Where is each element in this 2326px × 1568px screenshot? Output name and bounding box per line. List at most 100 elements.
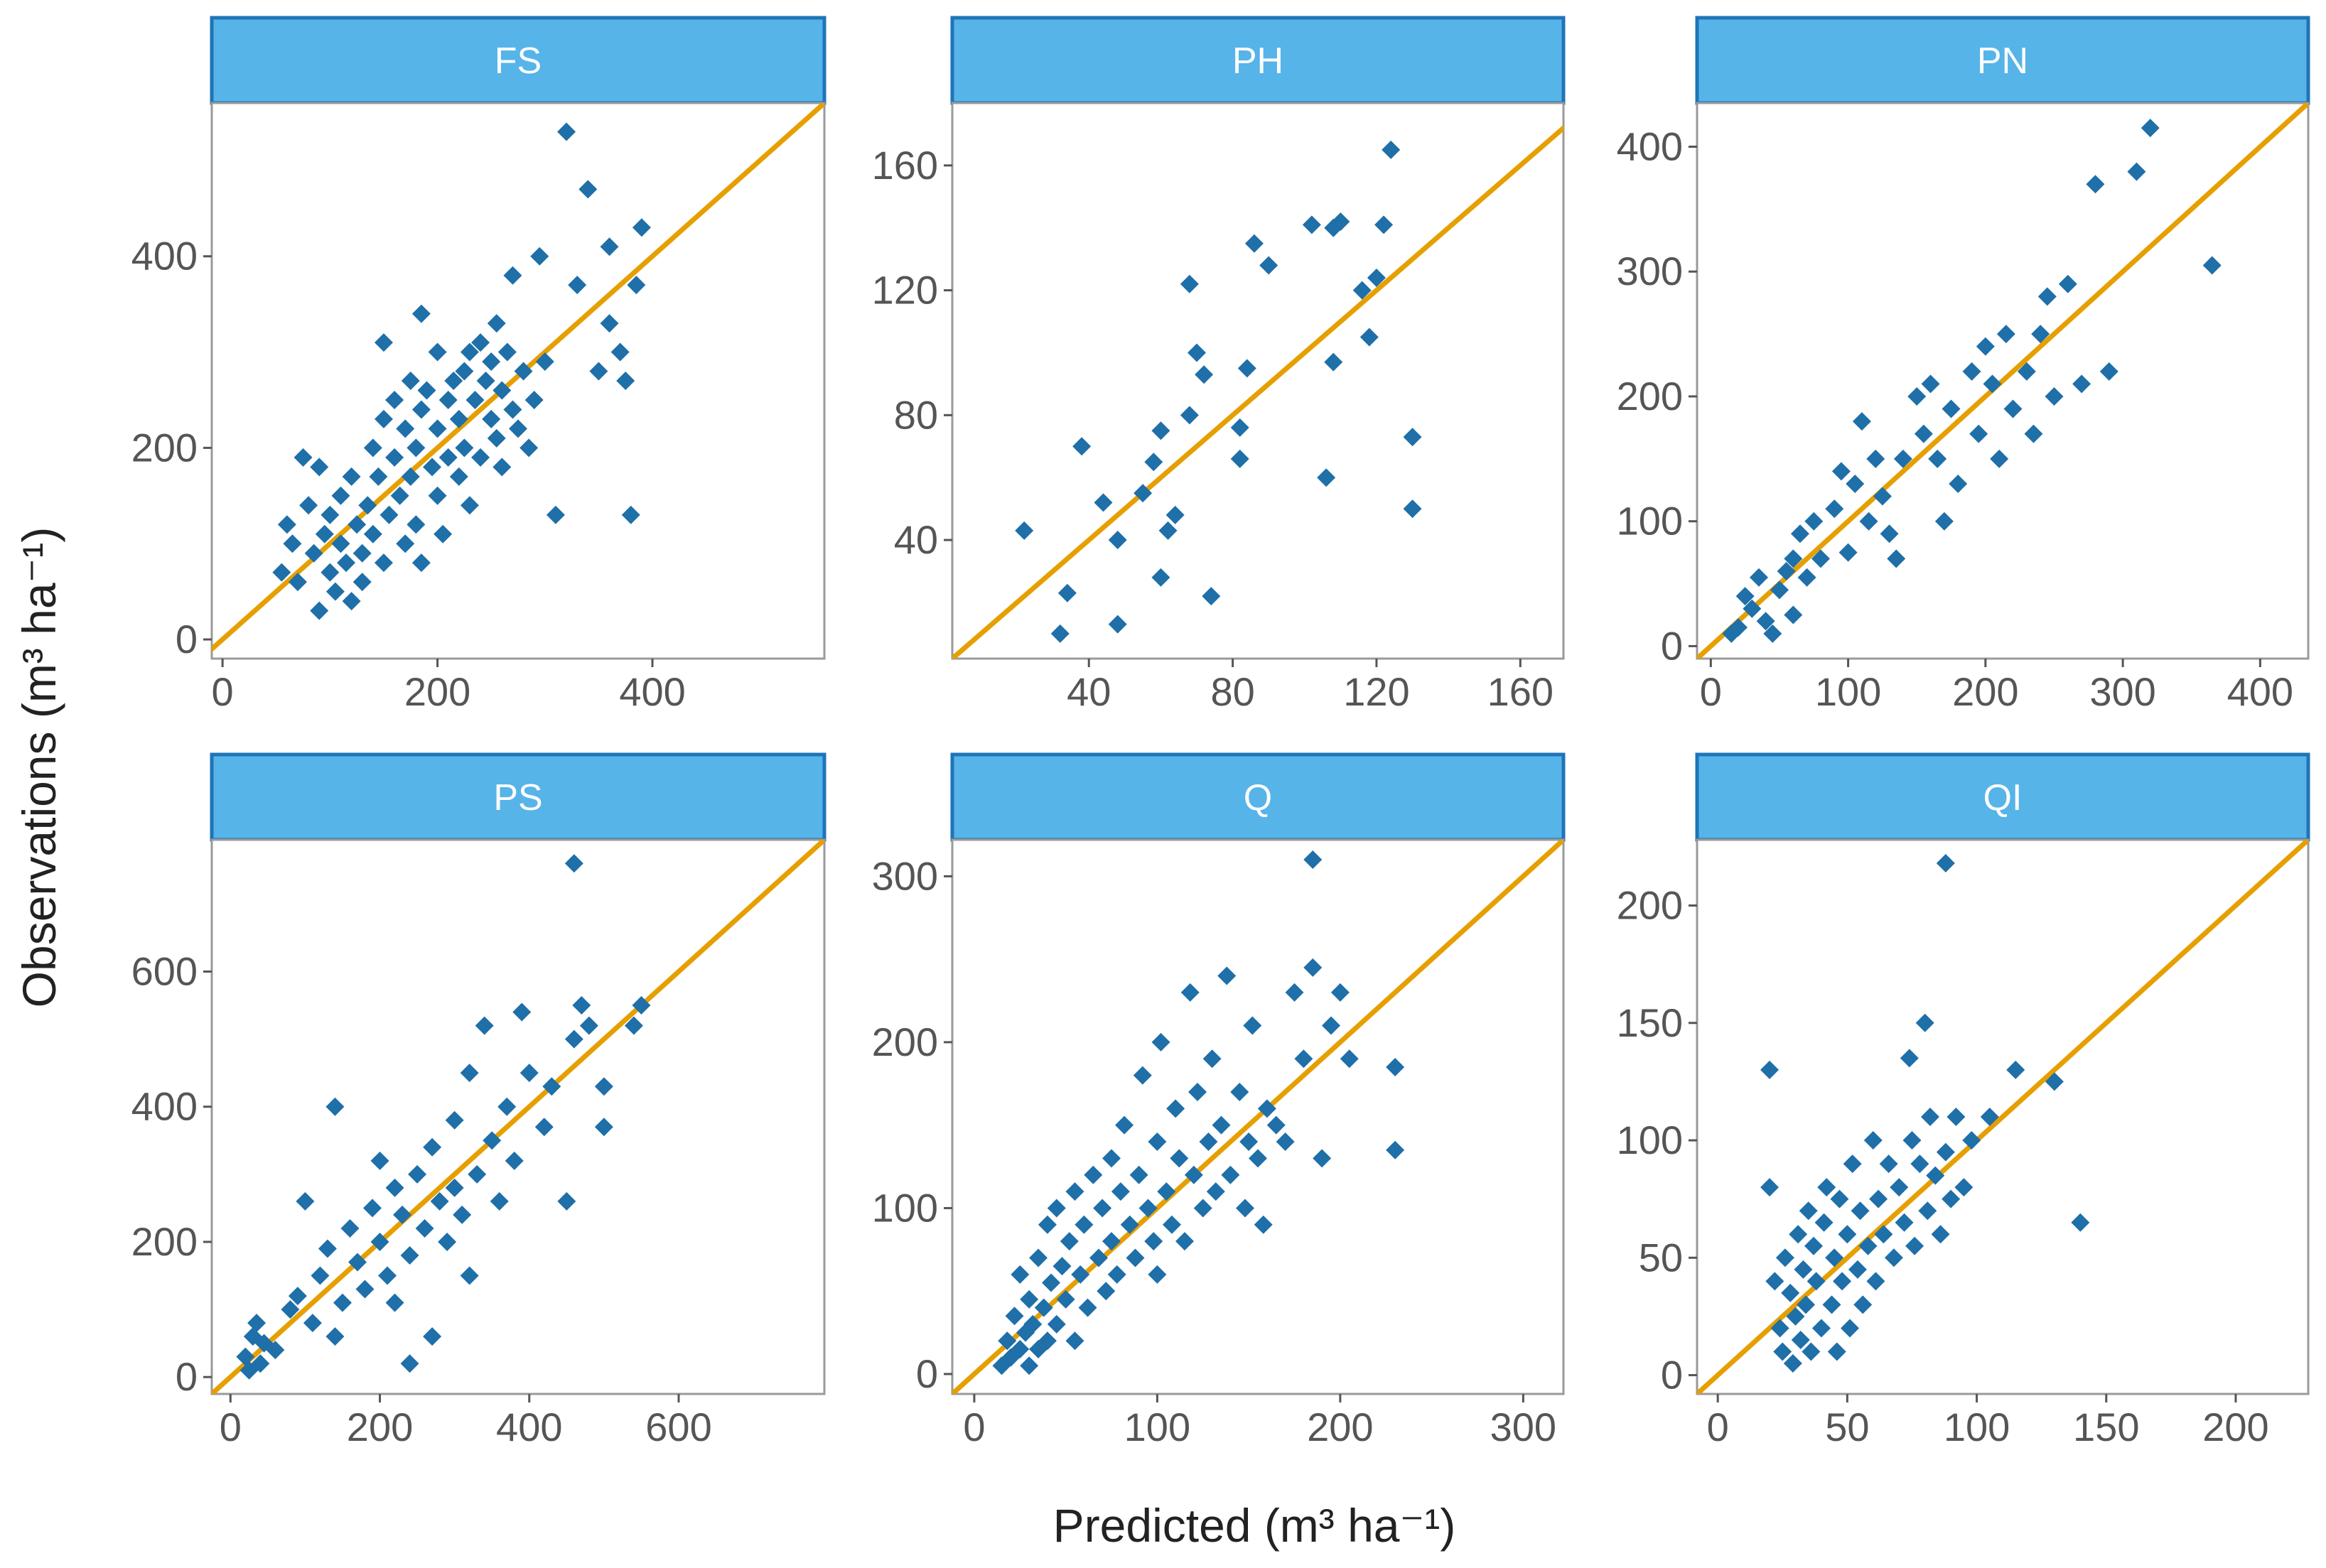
data-point xyxy=(1111,1182,1130,1201)
data-point xyxy=(578,180,598,199)
data-point xyxy=(370,1151,389,1170)
data-point xyxy=(1934,512,1954,531)
data-point xyxy=(503,266,522,285)
data-point xyxy=(247,1314,266,1333)
data-point xyxy=(1879,1155,1898,1174)
data-point xyxy=(1863,1131,1883,1150)
data-point xyxy=(1011,1265,1030,1284)
data-point xyxy=(1914,424,1933,443)
data-point xyxy=(1848,1260,1867,1279)
data-point xyxy=(1838,543,1858,562)
y-tick-label: 0 xyxy=(1661,1353,1683,1397)
data-point xyxy=(449,409,468,428)
data-point xyxy=(1084,1165,1103,1184)
y-tick-label: 400 xyxy=(131,234,198,279)
x-tick-label: 300 xyxy=(2089,669,2155,714)
data-point xyxy=(385,448,404,467)
data-point xyxy=(1303,850,1323,870)
data-point xyxy=(1900,1049,1919,1068)
data-point xyxy=(428,342,447,362)
data-point xyxy=(471,448,490,467)
data-point xyxy=(557,122,576,141)
y-tick-label: 200 xyxy=(131,1219,198,1264)
data-point xyxy=(1217,966,1237,985)
y-tick-label: 300 xyxy=(1617,249,1683,293)
data-point xyxy=(1038,1215,1057,1234)
data-point xyxy=(1910,1155,1929,1174)
data-point xyxy=(1783,1354,1802,1373)
data-point xyxy=(325,1097,345,1116)
data-point xyxy=(406,438,426,458)
panel-frame xyxy=(951,102,1565,660)
plot-area xyxy=(1697,840,2308,1394)
data-point xyxy=(444,372,463,390)
data-point xyxy=(1893,449,1912,468)
data-point xyxy=(1794,1260,1813,1279)
data-point xyxy=(1237,359,1256,378)
facet-strip-label: PH xyxy=(1232,40,1283,82)
data-point xyxy=(1249,1149,1267,1168)
data-point xyxy=(1728,618,1748,637)
data-point xyxy=(1244,234,1264,253)
data-point xyxy=(2045,1072,2064,1091)
x-tick-label: 400 xyxy=(2227,669,2293,714)
y-tick-label: 600 xyxy=(131,948,198,993)
x-tick-label: 200 xyxy=(2202,1405,2268,1449)
data-point xyxy=(1108,531,1127,550)
data-point xyxy=(1784,605,1803,625)
data-point xyxy=(1791,1330,1810,1349)
data-point xyxy=(1403,428,1422,447)
data-point xyxy=(1902,1131,1922,1150)
data-point xyxy=(503,400,522,419)
data-point xyxy=(342,467,361,486)
data-point xyxy=(1947,1108,1966,1126)
data-point xyxy=(1230,418,1249,437)
data-point xyxy=(1151,568,1170,587)
data-point xyxy=(1313,1149,1332,1168)
data-point xyxy=(594,1077,613,1096)
data-point xyxy=(1243,1016,1262,1035)
data-point xyxy=(281,1300,300,1319)
one-to-one-line xyxy=(952,840,1563,1394)
data-point xyxy=(460,1064,479,1083)
data-point xyxy=(331,486,350,505)
data-point xyxy=(2072,374,2091,394)
facet-strip-label: Q xyxy=(1244,777,1272,818)
data-point xyxy=(325,582,345,601)
data-point xyxy=(390,486,409,505)
data-point xyxy=(594,1118,613,1137)
x-tick-label: 0 xyxy=(963,1405,985,1449)
y-tick-label: 100 xyxy=(872,1185,938,1230)
x-tick-label: 0 xyxy=(212,669,234,714)
data-point xyxy=(438,448,458,467)
data-point xyxy=(1285,983,1304,1002)
data-point xyxy=(1102,1149,1121,1168)
x-tick-label: 0 xyxy=(1707,1405,1729,1449)
data-point xyxy=(430,1191,449,1211)
facet-strip-label: FS xyxy=(495,40,542,82)
data-point xyxy=(385,390,404,409)
data-point xyxy=(1230,1082,1249,1101)
data-point xyxy=(589,362,608,381)
data-point xyxy=(534,1118,554,1137)
data-point xyxy=(632,218,651,237)
data-point xyxy=(1195,365,1214,384)
data-point xyxy=(1797,568,1816,587)
data-point xyxy=(492,458,512,477)
data-point xyxy=(1144,1232,1163,1251)
data-point xyxy=(352,544,372,563)
data-point xyxy=(1928,449,1947,468)
y-tick-label: 150 xyxy=(1617,1000,1683,1045)
data-point xyxy=(1853,1295,1873,1314)
data-point xyxy=(1799,1201,1818,1221)
data-point xyxy=(1807,1272,1826,1291)
data-point xyxy=(1976,337,1995,356)
data-point xyxy=(1254,1215,1273,1234)
data-point xyxy=(2037,287,2057,306)
y-tick-label: 0 xyxy=(176,1354,198,1399)
data-point xyxy=(1907,386,1927,406)
data-point xyxy=(400,1354,419,1373)
y-tick-label: 0 xyxy=(1661,623,1683,668)
data-point xyxy=(2202,256,2222,275)
